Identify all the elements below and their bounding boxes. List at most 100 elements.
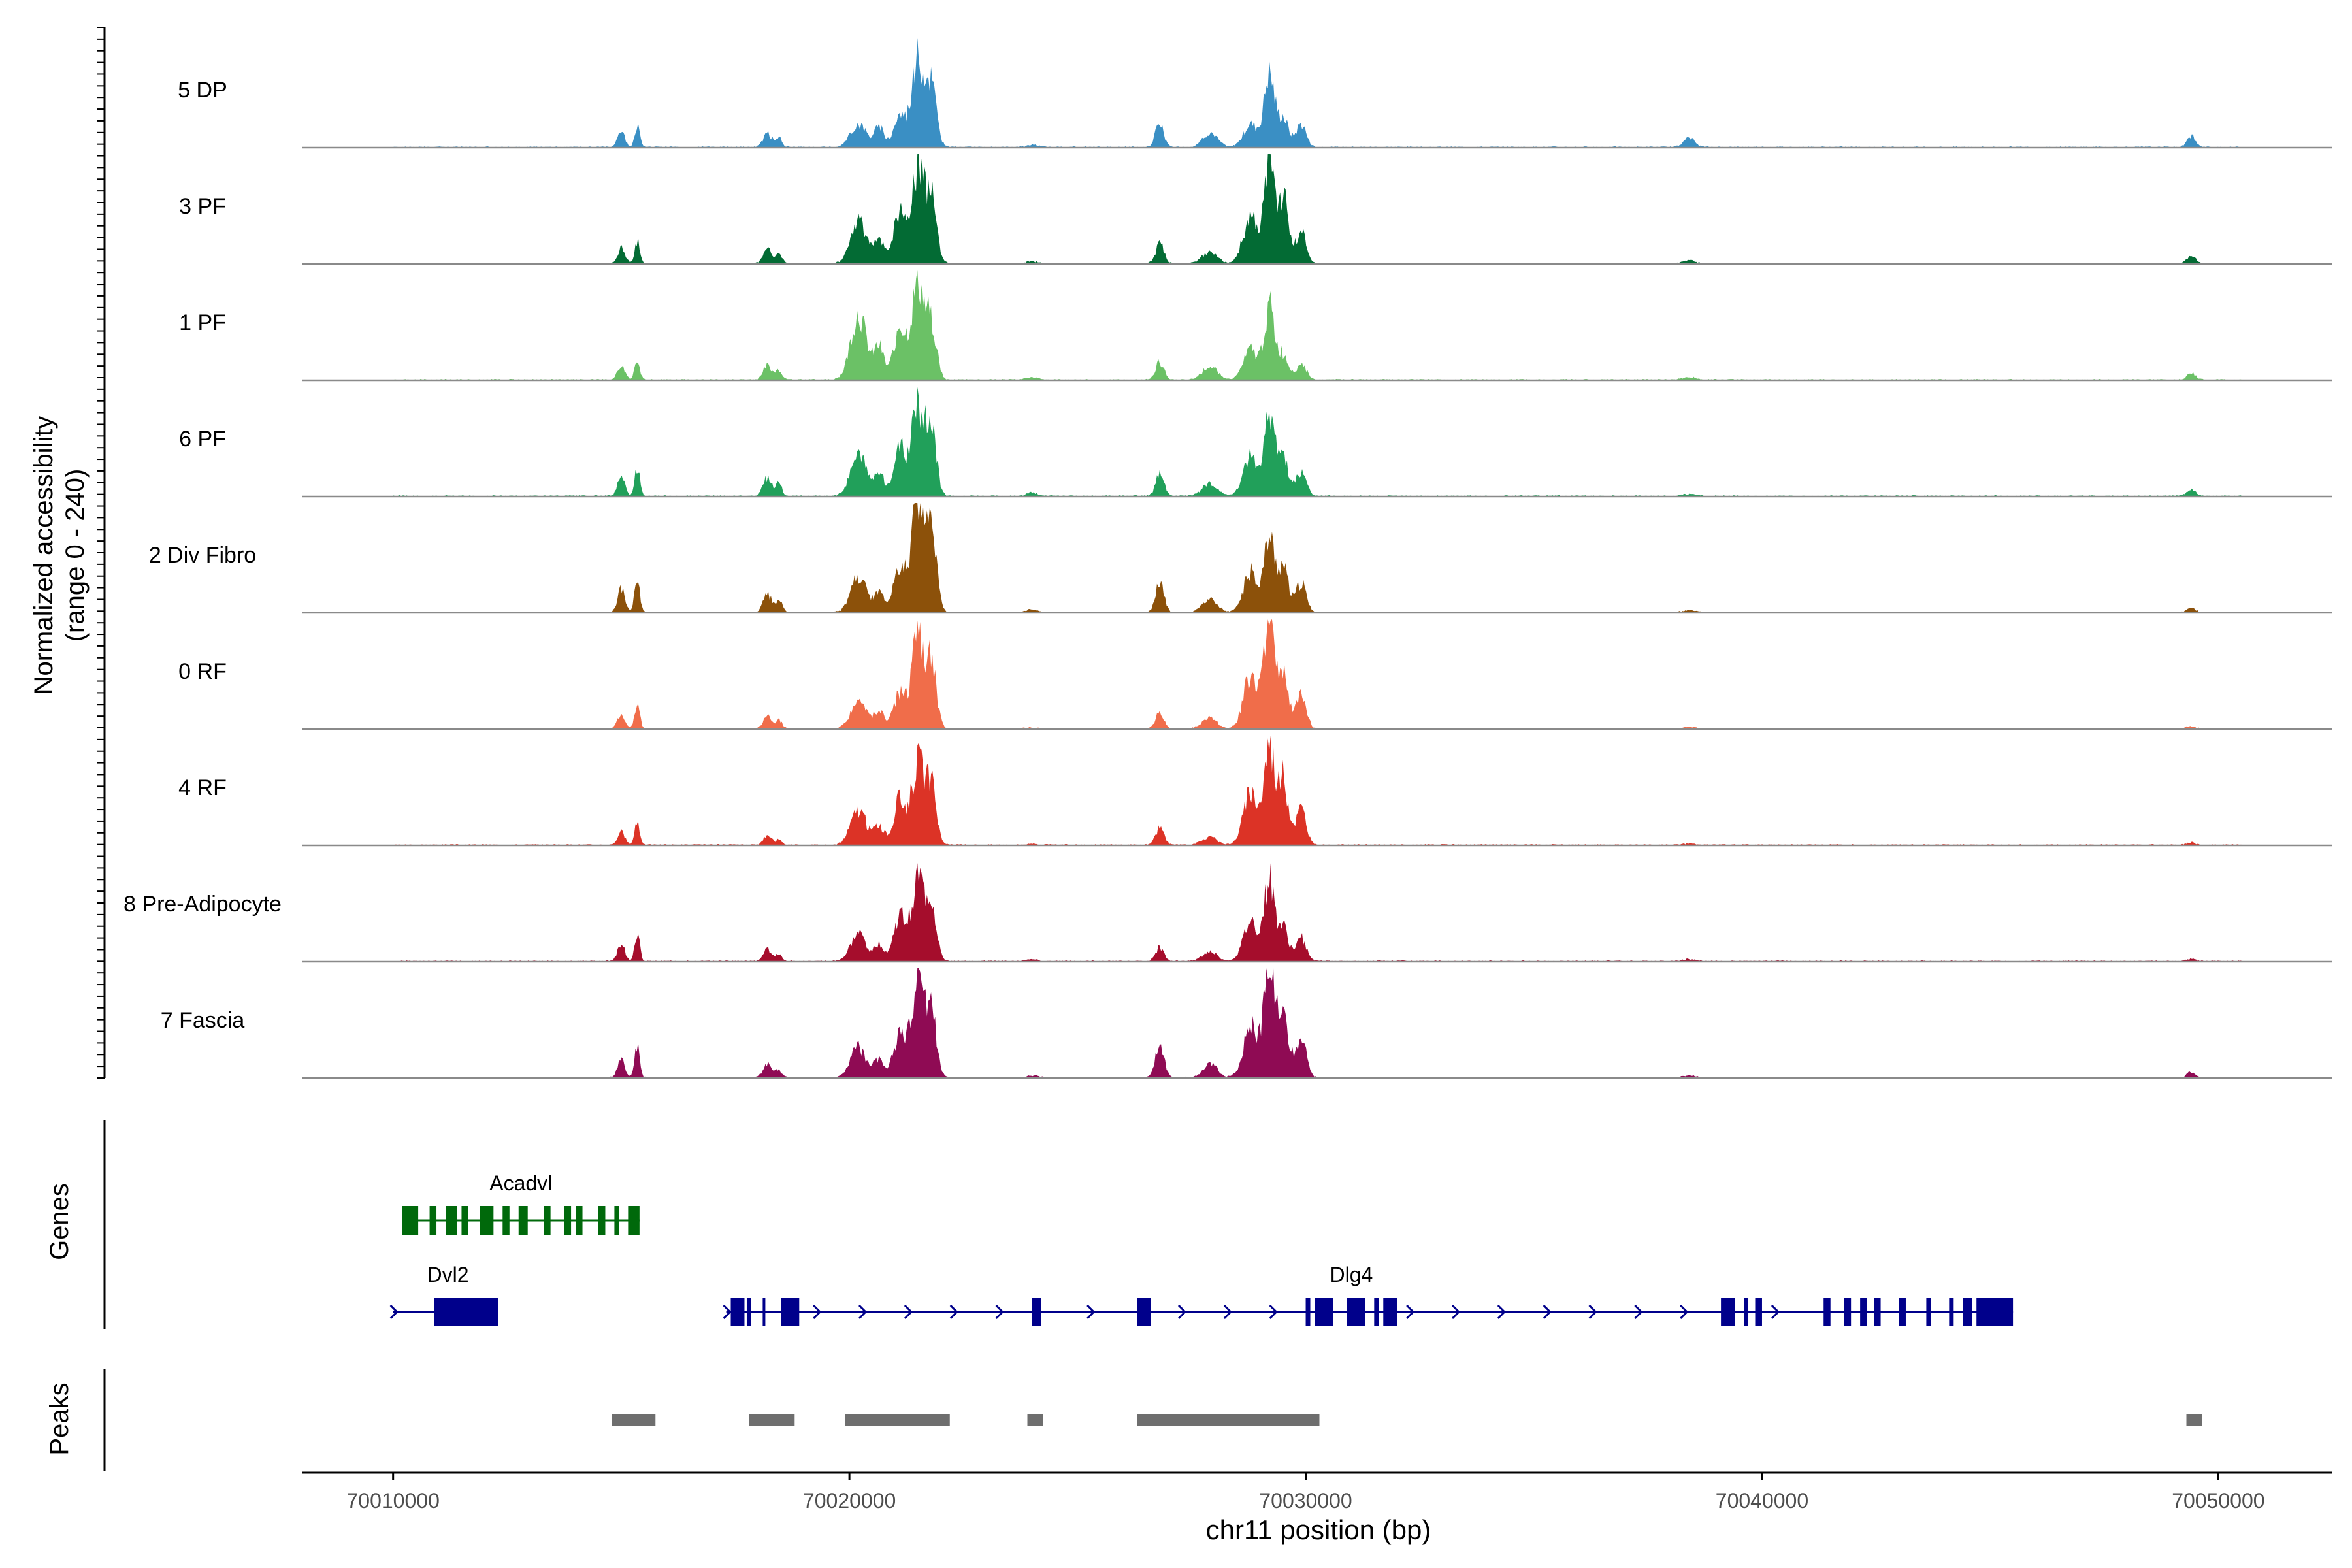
peaks-track [103,1369,2202,1471]
exon-block [402,1206,419,1235]
exon-block [480,1206,494,1235]
gene-label: Dvl2 [427,1263,468,1286]
peak-block [2186,1414,2202,1426]
exon-block [746,1298,751,1326]
gene-acadvl: Acadvl [402,1171,640,1235]
coverage-area [393,270,2242,380]
strand-arrow-icon [1451,1304,1461,1320]
exon-block [598,1206,606,1235]
coverage-area [393,154,2242,264]
exon-block [446,1206,457,1235]
exon-block [518,1206,528,1235]
exon-block [1844,1298,1852,1326]
exon-block [1860,1298,1867,1326]
track-label: 5 DP [178,78,227,103]
x-tick-label: 70010000 [346,1489,439,1512]
x-tick-label: 70040000 [1716,1489,1808,1512]
strand-arrow-icon [1771,1304,1780,1320]
exon-block [1032,1298,1041,1326]
track-label: 4 RF [178,776,227,800]
exon-block [762,1298,766,1326]
track-8-pre-adipocyte: 8 Pre-Adipocyte [123,863,2332,963]
exon-block [1383,1298,1397,1326]
peaks-axis-label: Peaks [45,1382,74,1455]
track-label: 1 PF [179,310,226,335]
exon-block [628,1206,640,1235]
track-label: 3 PF [179,194,226,219]
peak-block [612,1414,656,1426]
track-0-rf: 0 RF [178,619,2332,730]
strand-arrow-icon [995,1304,1004,1320]
exon-block [730,1298,745,1326]
coverage-area [393,38,2242,148]
track-label: 2 Div Fibro [149,543,256,568]
exon-block [576,1206,583,1235]
x-axis: 70010000 70020000 70030000 70040000 70050000 [302,1471,2332,1512]
track-6-pf: 6 PF [179,387,2332,498]
exon-block [564,1206,572,1235]
strand-arrow-icon [1269,1304,1278,1320]
strand-arrow-icon [1497,1304,1506,1320]
x-tick-label: 70030000 [1259,1489,1352,1512]
exon-block [1374,1298,1379,1326]
strand-arrow-icon [904,1304,913,1320]
strand-arrow-icon [858,1304,868,1320]
exon-block [1899,1298,1906,1326]
track-1-pf: 1 PF [179,270,2332,382]
strand-arrow-icon [1634,1304,1643,1320]
y-axis-label-line1: Normalized accessibility [29,416,58,695]
exon-block [1744,1298,1749,1326]
track-4-rf: 4 RF [178,736,2332,847]
strand-arrow-icon [389,1304,399,1320]
strand-arrow-icon [1406,1304,1415,1320]
exon-block [1721,1298,1735,1326]
peak-block [749,1414,795,1426]
exon-block [429,1206,437,1235]
strand-arrow-icon [813,1304,822,1320]
track-label: 7 Fascia [161,1008,245,1033]
accessibility-axis [97,27,106,1079]
gene-label: Dlg4 [1330,1263,1373,1286]
coverage-area [393,503,2242,613]
exon-block [1315,1298,1333,1326]
exon-block [614,1206,619,1235]
x-axis-label: chr11 position (bp) [1206,1514,1431,1545]
gene-dvl2: Dvl2 [389,1263,498,1326]
coverage-area [393,736,2242,845]
coverage-area [393,968,2242,1078]
track-3-pf: 3 PF [179,154,2332,265]
track-label: 8 Pre-Adipocyte [123,892,282,917]
exon-block [434,1298,498,1326]
exon-block [1963,1298,1972,1326]
peak-block [1137,1414,1320,1426]
gene-label: Acadvl [489,1171,552,1195]
track-label: 6 PF [179,427,226,451]
genes-axis-label: Genes [45,1183,74,1260]
coverage-area [393,387,2242,497]
track-2-div-fibro: 2 Div Fibro [149,503,2332,614]
strand-arrow-icon [1223,1304,1232,1320]
gene-dlg4: Dlg4 [723,1263,2014,1326]
exon-block [1926,1298,1931,1326]
coverage-area [393,619,2242,729]
track-7-fascia: 7 Fascia [161,968,2332,1079]
strand-arrow-icon [723,1304,732,1320]
exon-block [461,1206,468,1235]
coverage-tracks: 5 DP 3 PF 1 PF 6 PF 2 Div Fibro 0 RF 4 RF 8 Pre… [123,38,2332,1079]
strand-arrow-icon [949,1304,958,1320]
x-tick-label: 70050000 [2172,1489,2264,1512]
exon-block [1305,1298,1311,1326]
strand-arrow-icon [1177,1304,1187,1320]
y-axis-label-line2: (range 0 - 240) [61,469,90,642]
exon-block [1137,1298,1151,1326]
x-tick-label: 70020000 [803,1489,896,1512]
peak-block [1027,1414,1043,1426]
peak-block [845,1414,950,1426]
strand-arrow-icon [1086,1304,1096,1320]
exon-block [1949,1298,1954,1326]
genes-track: Acadvl Dvl2 Dlg4 [103,1120,2014,1329]
coverage-area [393,863,2242,962]
exon-block [544,1206,551,1235]
track-5-dp: 5 DP [178,38,2332,149]
